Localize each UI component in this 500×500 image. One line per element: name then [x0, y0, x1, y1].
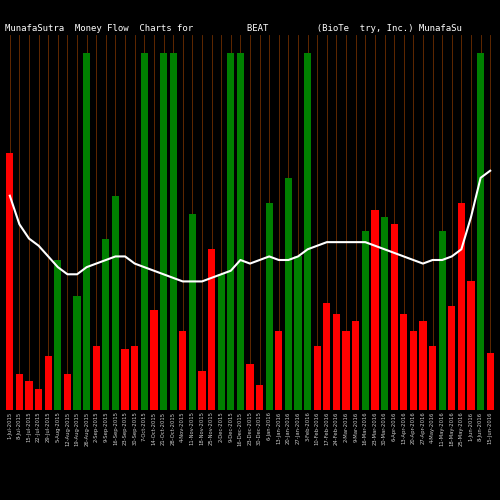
Bar — [333, 314, 340, 410]
Bar — [170, 53, 176, 410]
Bar — [266, 203, 273, 410]
Bar — [112, 196, 119, 410]
Bar — [54, 260, 62, 410]
Bar — [26, 382, 32, 410]
Bar — [189, 214, 196, 410]
Bar — [198, 370, 205, 410]
Bar — [179, 332, 186, 410]
Bar — [285, 178, 292, 410]
Bar — [227, 53, 234, 410]
Bar — [477, 53, 484, 410]
Bar — [16, 374, 23, 410]
Bar — [381, 217, 388, 410]
Bar — [160, 53, 167, 410]
Bar — [102, 238, 110, 410]
Bar — [140, 53, 148, 410]
Bar — [410, 332, 417, 410]
Text: MunafaSutra  Money Flow  Charts for          BEAT         (BioTe  try, Inc.) Mun: MunafaSutra Money Flow Charts for BEAT (… — [5, 24, 462, 33]
Bar — [246, 364, 254, 410]
Bar — [44, 356, 52, 410]
Bar — [304, 53, 311, 410]
Bar — [429, 346, 436, 410]
Bar — [74, 296, 80, 410]
Bar — [438, 232, 446, 410]
Bar — [83, 53, 90, 410]
Bar — [208, 250, 215, 410]
Bar — [150, 310, 158, 410]
Bar — [420, 320, 426, 410]
Bar — [131, 346, 138, 410]
Bar — [256, 385, 263, 410]
Bar — [294, 256, 302, 410]
Bar — [218, 274, 225, 410]
Bar — [372, 210, 378, 410]
Bar — [64, 374, 71, 410]
Bar — [400, 314, 407, 410]
Bar — [458, 203, 465, 410]
Bar — [122, 350, 128, 410]
Bar — [237, 53, 244, 410]
Bar — [314, 346, 321, 410]
Bar — [362, 232, 369, 410]
Bar — [390, 224, 398, 410]
Bar — [486, 353, 494, 410]
Bar — [448, 306, 456, 410]
Bar — [6, 153, 14, 410]
Bar — [92, 346, 100, 410]
Bar — [342, 332, 349, 410]
Bar — [275, 332, 282, 410]
Bar — [35, 388, 42, 410]
Bar — [324, 303, 330, 410]
Bar — [352, 320, 360, 410]
Bar — [468, 282, 474, 410]
